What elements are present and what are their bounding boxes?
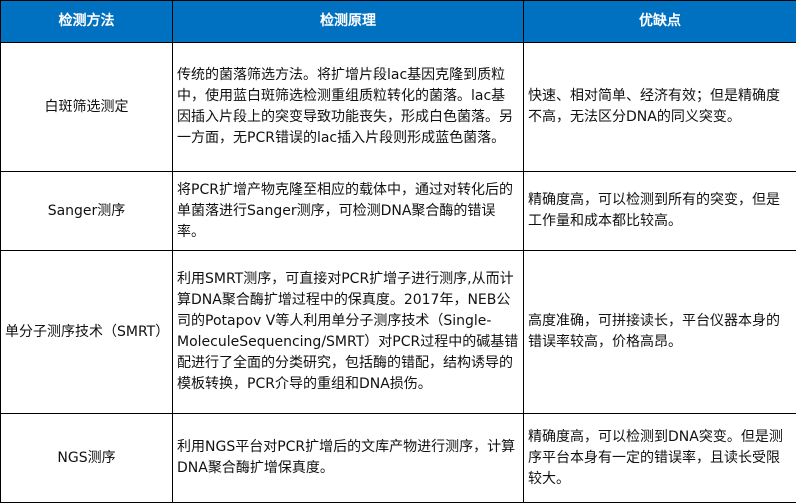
principle-cell: 利用SMRT测序，可直接对PCR扩增子进行测序,从而计算DNA聚合酶扩增过程中的… <box>172 250 524 414</box>
header-principle: 检测原理 <box>172 0 524 43</box>
table-row: Sanger测序 将PCR扩增产物克隆至相应的载体中，通过对转化后的单菌落进行S… <box>0 171 796 251</box>
header-method: 检测方法 <box>0 0 173 43</box>
table-row: 单分子测序技术（SMRT） 利用SMRT测序，可直接对PCR扩增子进行测序,从而… <box>0 250 796 414</box>
pros-cons-cell: 精确度高，可以检测到所有的突变，但是工作量和成本都比较高。 <box>523 171 796 251</box>
method-cell: 白斑筛选测定 <box>0 42 173 172</box>
method-cell: 单分子测序技术（SMRT） <box>0 250 173 414</box>
table-row: NGS测序 利用NGS平台对PCR扩增后的文库产物进行测序，计算DNA聚合酶扩增… <box>0 413 796 503</box>
principle-cell: 传统的菌落筛选方法。将扩增片段lac基因克隆到质粒中，使用蓝白斑筛选检测重组质粒… <box>172 42 524 172</box>
header-pros-cons: 优缺点 <box>523 0 796 43</box>
principle-cell: 利用NGS平台对PCR扩增后的文库产物进行测序，计算DNA聚合酶扩增保真度。 <box>172 413 524 503</box>
pros-cons-cell: 快速、相对简单、经济有效；但是精确度不高，无法区分DNA的同义突变。 <box>523 42 796 172</box>
principle-cell: 将PCR扩增产物克隆至相应的载体中，通过对转化后的单菌落进行Sanger测序，可… <box>172 171 524 251</box>
method-cell: NGS测序 <box>0 413 173 503</box>
pros-cons-cell: 高度准确，可拼接读长，平台仪器本身的错误率较高，价格高昂。 <box>523 250 796 414</box>
header-row: 检测方法 检测原理 优缺点 <box>0 0 796 43</box>
table-row: 白斑筛选测定 传统的菌落筛选方法。将扩增片段lac基因克隆到质粒中，使用蓝白斑筛… <box>0 42 796 172</box>
pros-cons-cell: 精确度高，可以检测到DNA突变。但是测序平台本身有一定的错误率，且读长受限较大。 <box>523 413 796 503</box>
method-cell: Sanger测序 <box>0 171 173 251</box>
